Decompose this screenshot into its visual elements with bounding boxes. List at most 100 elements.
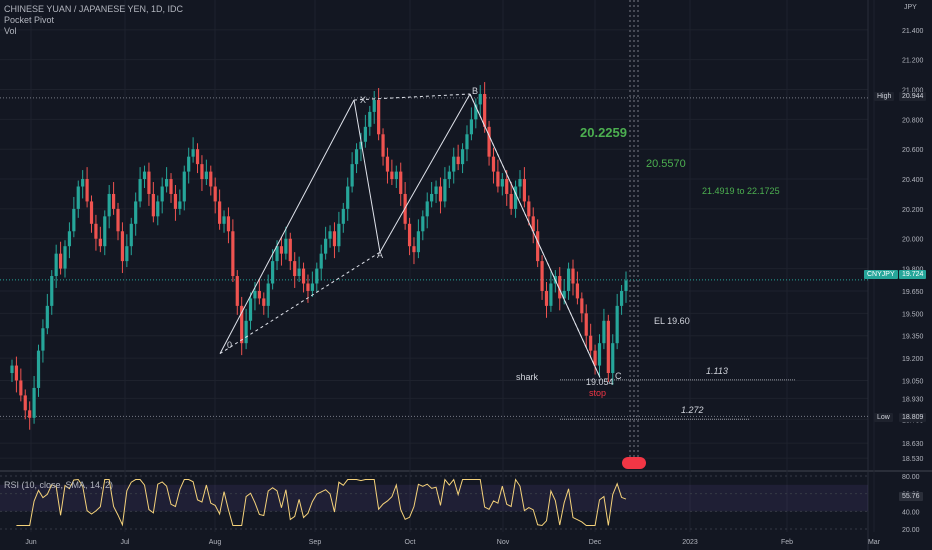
candle-body — [222, 216, 226, 224]
candle-body — [262, 298, 266, 306]
candle-body — [319, 253, 323, 269]
candle-body — [381, 134, 385, 157]
candle-body — [213, 186, 217, 202]
candle-body — [45, 305, 49, 329]
candle-body — [549, 283, 553, 306]
rsi-line — [16, 478, 627, 527]
candle-body — [240, 305, 244, 344]
time-tick-label: Nov — [497, 539, 510, 546]
candle-body — [173, 193, 178, 209]
candle-body — [399, 171, 403, 194]
candle-body — [487, 126, 491, 157]
target-label-2: 20.5570 — [646, 158, 686, 170]
price-tick-label: 20.400 — [902, 177, 924, 184]
candle-body — [558, 276, 562, 299]
candle-body — [125, 246, 129, 262]
pattern-leg — [379, 93, 471, 253]
candle-body — [32, 387, 36, 418]
candle-body — [50, 276, 54, 306]
rsi-tick-label: 80.00 — [902, 474, 920, 481]
candle-body — [23, 395, 27, 411]
target-range-label: 21.4919 to 22.1725 — [702, 186, 780, 196]
candle-body — [324, 238, 328, 254]
indicator-vol[interactable]: Vol — [4, 26, 17, 36]
candle-body — [195, 149, 200, 165]
time-tick-label: Oct — [405, 539, 416, 546]
candle-body — [430, 193, 434, 202]
candle-body — [266, 283, 270, 306]
candle-body — [593, 350, 597, 366]
fib-1113-label: 1.113 — [706, 366, 728, 376]
candle-body — [89, 201, 94, 224]
candle-body — [377, 99, 381, 135]
candle-body — [606, 320, 610, 374]
candle-body — [460, 149, 465, 165]
price-tick-label: 18.930 — [902, 396, 924, 403]
candle-body — [597, 343, 602, 366]
candle-body — [279, 246, 284, 254]
indicator-pocket-pivot[interactable]: Pocket Pivot — [4, 15, 55, 25]
candle-body — [310, 283, 314, 291]
candle-body — [509, 193, 513, 209]
candle-body — [134, 201, 138, 224]
candle-body — [434, 186, 438, 194]
candle-body — [275, 246, 279, 262]
price-tick-label: 19.650 — [902, 289, 924, 296]
candle-body — [138, 179, 142, 202]
fib-1272-label: 1.272 — [681, 405, 704, 415]
candle-body — [76, 186, 80, 209]
candle-body — [191, 149, 195, 157]
symbol-title[interactable]: CHINESE YUAN / JAPANESE YEN, 1D, IDC — [4, 4, 184, 14]
candle-body — [151, 193, 155, 217]
candle-body — [359, 141, 363, 150]
candle-body — [178, 201, 182, 209]
pair-tag-label: CNYJPY — [864, 270, 898, 279]
price-tick-label: 21.200 — [902, 58, 924, 65]
price-tick-label: 18.630 — [902, 441, 924, 448]
candle-body — [36, 350, 41, 388]
candle-body — [231, 231, 235, 277]
candle-body — [421, 216, 425, 232]
candle-body — [580, 298, 584, 314]
candle-body — [14, 365, 19, 381]
candle-body — [372, 99, 376, 112]
rsi-label[interactable]: RSI (10, close, SMA, 14, 2) — [4, 480, 114, 490]
candle-body — [67, 231, 72, 247]
candle-body — [19, 380, 23, 396]
candle-body — [332, 231, 337, 247]
candle-body — [438, 186, 443, 202]
stop-value-label: 19.054 — [586, 377, 614, 387]
candle-body — [566, 268, 571, 291]
candle-body — [94, 223, 98, 239]
candle-body — [10, 365, 14, 374]
candle-body — [354, 149, 359, 165]
low-tag-value: 18.809 — [899, 413, 927, 422]
point-b-label: B — [472, 86, 479, 96]
candle-body — [615, 305, 619, 344]
candle-body — [447, 171, 451, 180]
candle-body — [156, 201, 160, 217]
pattern-name-label: shark — [516, 372, 539, 382]
stop-label: stop — [589, 388, 607, 398]
candle-body — [575, 283, 580, 299]
point-0-label: 0 — [227, 340, 233, 350]
candle-body — [589, 335, 593, 351]
time-tick-label: Aug — [209, 539, 222, 546]
candle-body — [412, 246, 416, 253]
candle-body — [306, 283, 310, 291]
event-icon[interactable] — [622, 457, 646, 469]
time-tick-label: Jul — [121, 539, 130, 546]
candle-body — [540, 261, 544, 291]
candle-body — [293, 261, 297, 277]
candle-body — [116, 208, 120, 232]
candle-body — [244, 320, 248, 344]
candle-body — [288, 238, 292, 262]
candle-body — [416, 231, 420, 253]
candle-body — [350, 164, 354, 187]
candle-body — [58, 253, 63, 269]
price-tick-label: 18.530 — [902, 456, 924, 463]
candle-body — [284, 238, 288, 254]
low-tag-label: Low — [874, 413, 893, 422]
candle-body — [363, 126, 367, 142]
